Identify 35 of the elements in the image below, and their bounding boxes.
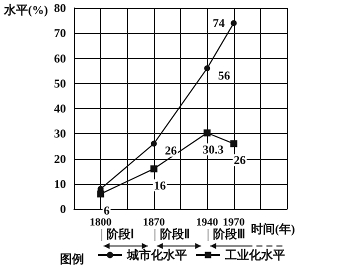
legend-label: 城市化水平: [126, 248, 187, 262]
point: [204, 65, 210, 72]
point: [230, 20, 237, 26]
point: [230, 140, 238, 148]
y-tick-label: 0: [60, 202, 66, 216]
legend-title: 图例: [60, 252, 84, 266]
data-label: 26: [234, 153, 246, 168]
y-tick-label: 80: [54, 1, 66, 15]
y-tick-label: 50: [54, 76, 66, 90]
y-axis-title: 水平(%): [3, 3, 48, 17]
x-tick-label: 1970: [222, 216, 246, 228]
x-tick-label: 1940: [196, 216, 219, 228]
x-tick-label: 1800: [90, 216, 112, 228]
legend-label: 工业化水平: [224, 248, 285, 262]
data-label: 16: [154, 178, 166, 192]
data-label: 56: [218, 68, 230, 82]
y-tick-label: 20: [54, 152, 66, 166]
y-tick-label: 60: [54, 51, 66, 66]
point: [97, 190, 104, 198]
data-label: 74: [212, 16, 225, 30]
y-tick-label: 70: [54, 26, 66, 40]
point: [150, 165, 158, 172]
point: [204, 129, 211, 136]
text: 阶段Ⅰ: [106, 227, 135, 241]
text: 阶段Ⅲ: [213, 227, 246, 241]
y-tick-label: 40: [54, 102, 66, 116]
data-label: 26: [164, 144, 177, 158]
x-tick-label: 1870: [142, 216, 166, 228]
text: 阶段Ⅱ: [160, 227, 190, 241]
data-label: 6: [104, 203, 110, 218]
data-label: 30.3: [202, 142, 224, 156]
point: [150, 140, 157, 147]
x-axis-title: 时间(年): [251, 222, 295, 236]
y-tick-label: 10: [54, 176, 66, 191]
y-tick-label: 30: [54, 126, 66, 141]
